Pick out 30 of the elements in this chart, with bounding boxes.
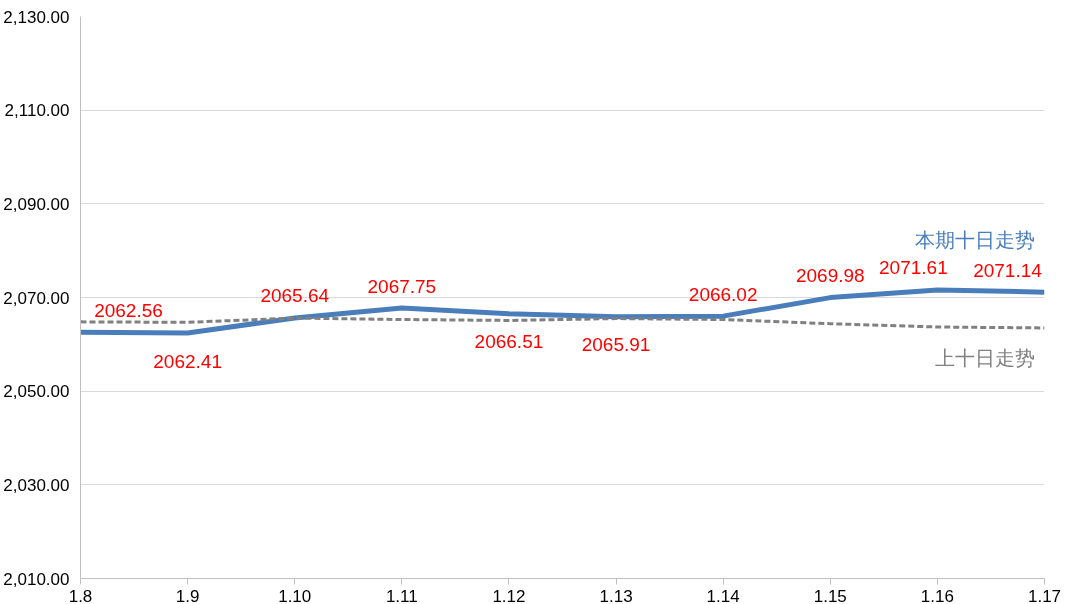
- x-tick-label: 1.17: [1027, 586, 1062, 604]
- x-tick-label: 1.8: [68, 586, 93, 604]
- x-tick-label: 1.15: [813, 586, 847, 604]
- series-label: 本期十日走势: [914, 228, 1035, 253]
- x-tick-label: 1.12: [492, 586, 526, 604]
- data-label: 2067.75: [367, 275, 437, 297]
- data-label: 2065.91: [581, 334, 651, 356]
- series-label: 上十日走势: [934, 345, 1035, 370]
- data-label: 2065.64: [260, 285, 330, 307]
- data-label: 2062.56: [94, 299, 163, 321]
- y-tick-label: 2,030.00: [3, 475, 70, 495]
- y-tick-label: 2,130.00: [3, 7, 70, 27]
- data-label: 2062.41: [153, 350, 222, 372]
- y-tick-label: 2,070.00: [3, 288, 70, 308]
- line-series: [80, 316, 1045, 330]
- y-tick-label: 2,050.00: [3, 382, 70, 402]
- x-tick-label: 1.9: [175, 586, 200, 604]
- x-tick-label: 1.16: [920, 586, 954, 604]
- data-label: 2066.51: [474, 331, 544, 353]
- x-tick-label: 1.10: [278, 586, 312, 604]
- y-tick-label: 2,010.00: [3, 569, 70, 589]
- data-label: 2069.98: [795, 265, 865, 287]
- x-tick-label: 1.11: [385, 586, 418, 604]
- x-tick-label: 1.14: [706, 586, 740, 604]
- x-tick-label: 1.13: [599, 586, 633, 604]
- data-label: 2071.14: [973, 259, 1043, 281]
- data-label: 2066.02: [688, 283, 758, 305]
- y-tick-label: 2,090.00: [3, 194, 70, 214]
- y-tick-label: 2,110.00: [4, 101, 70, 121]
- data-label: 2071.61: [879, 257, 948, 279]
